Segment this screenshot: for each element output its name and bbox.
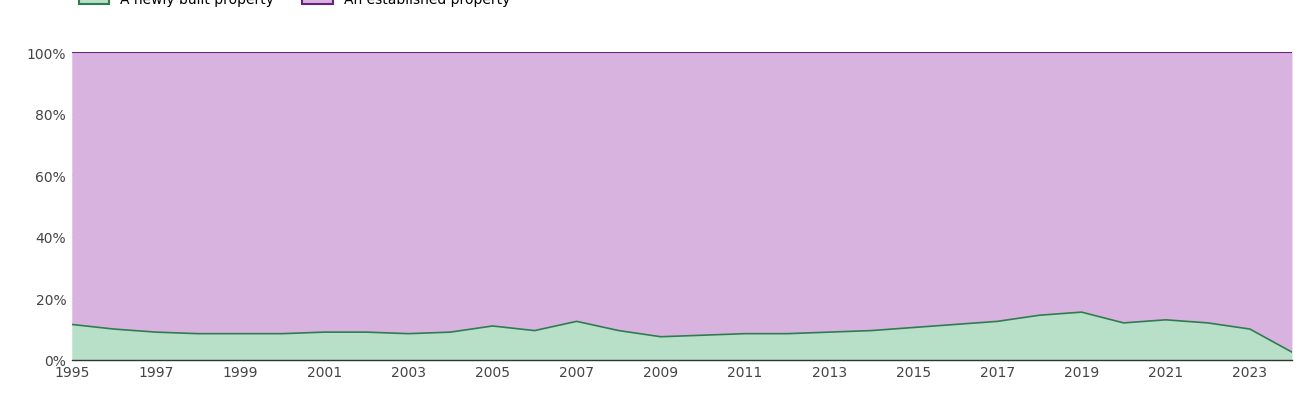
Legend: A newly built property, An established property: A newly built property, An established p… <box>78 0 510 7</box>
